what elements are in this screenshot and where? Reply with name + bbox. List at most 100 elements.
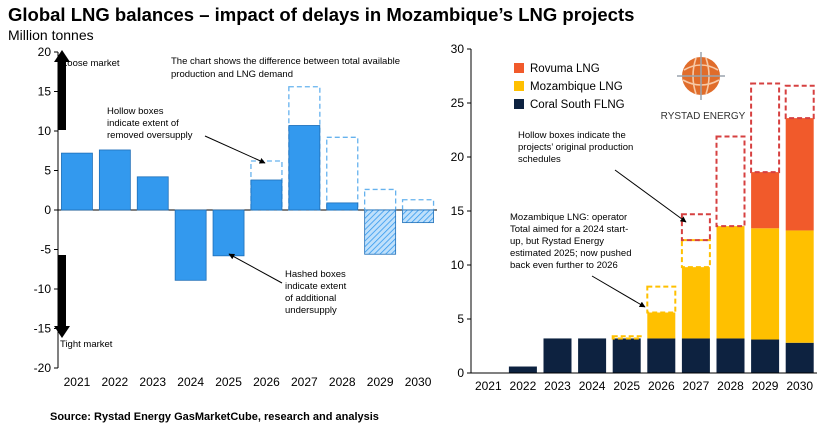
legend: Rovuma LNG Mozambique LNG Coral South FL… bbox=[514, 63, 625, 111]
left-y-tick-label: 15 bbox=[38, 85, 52, 99]
left-bar bbox=[98, 149, 131, 211]
legend-swatch-coral bbox=[514, 99, 524, 109]
left-bar bbox=[326, 202, 359, 211]
right-y-tick-label: 0 bbox=[457, 366, 464, 380]
moz-note-arrow bbox=[591, 275, 646, 308]
loose-arrow-head bbox=[54, 50, 70, 62]
moz-note-line: back even further to 2026 bbox=[510, 260, 618, 271]
right-bar-segment bbox=[508, 366, 537, 373]
right-x-tick-label: 2022 bbox=[510, 379, 537, 393]
hashed-note-line: of additional bbox=[285, 293, 336, 304]
schedule-note-line: schedules bbox=[518, 154, 561, 165]
unit-subtitle: Million tonnes bbox=[8, 27, 94, 43]
legend-label-coral: Coral South FLNG bbox=[530, 99, 625, 111]
left-hollow-box bbox=[326, 136, 359, 211]
right-x-tick-label: 2021 bbox=[475, 379, 502, 393]
right-bar-segment bbox=[785, 230, 814, 343]
right-original-schedule-box bbox=[646, 285, 677, 314]
legend-label-mozambique: Mozambique LNG bbox=[530, 81, 623, 93]
left-bars bbox=[61, 86, 435, 281]
right-bar-segment bbox=[751, 172, 780, 229]
right-x-tick-label: 2030 bbox=[786, 379, 813, 393]
left-bar bbox=[174, 209, 207, 281]
left-bar bbox=[61, 152, 93, 211]
right-bar-segment bbox=[647, 338, 676, 373]
left-x-tick-label: 2021 bbox=[64, 375, 91, 389]
mozambique-note: Mozambique LNG: operator Total aimed for… bbox=[510, 212, 634, 271]
left-x-tick-label: 2027 bbox=[291, 375, 318, 389]
left-x-tick-label: 2028 bbox=[329, 375, 356, 389]
left-bar bbox=[288, 125, 321, 211]
top-note-line: production and LNG demand bbox=[171, 69, 293, 80]
right-x-tick-label: 2029 bbox=[752, 379, 779, 393]
tight-market-label: Tight market bbox=[60, 339, 113, 350]
page-title: Global LNG balances – impact of delays i… bbox=[8, 4, 635, 25]
left-y-tick-label: -15 bbox=[34, 322, 52, 336]
right-original-schedule-box bbox=[680, 239, 711, 269]
tight-arrow-head bbox=[54, 326, 70, 338]
right-x-tick-label: 2028 bbox=[717, 379, 744, 393]
left-y-tick-label: -20 bbox=[34, 361, 52, 375]
right-bar-segment bbox=[751, 339, 780, 373]
hashed-note-arrow bbox=[228, 253, 283, 284]
right-y-tick-label: 30 bbox=[451, 42, 465, 56]
right-original-schedule-box bbox=[611, 335, 642, 340]
left-y-tick-label: 20 bbox=[38, 45, 52, 59]
right-bar-segment bbox=[785, 118, 814, 231]
right-bar-segment bbox=[681, 267, 710, 339]
hashed-note-line: undersupply bbox=[285, 305, 337, 316]
right-x-tick-label: 2027 bbox=[683, 379, 710, 393]
left-bar bbox=[364, 209, 397, 255]
moz-note-line: Total aimed for a 2024 start- bbox=[510, 224, 628, 235]
hashed-note-line: indicate extent bbox=[285, 281, 347, 292]
left-x-tick-label: 2025 bbox=[215, 375, 242, 389]
right-bar-segment bbox=[578, 338, 607, 373]
right-x-tick-label: 2026 bbox=[648, 379, 675, 393]
left-x-tick-label: 2022 bbox=[101, 375, 128, 389]
left-bar bbox=[136, 176, 169, 211]
right-original-schedule-boxes bbox=[611, 82, 815, 340]
right-bars bbox=[508, 118, 814, 373]
right-y-tick-label: 15 bbox=[451, 204, 465, 218]
right-bar-segment bbox=[543, 338, 572, 373]
moz-note-line: estimated 2025; now pushed bbox=[510, 248, 631, 259]
left-x-tick-label: 2024 bbox=[177, 375, 204, 389]
left-x-tick-label: 2026 bbox=[253, 375, 280, 389]
right-y-tick-label: 20 bbox=[451, 150, 465, 164]
left-y-tick-label: -5 bbox=[40, 243, 51, 257]
left-y-tick-label: 10 bbox=[38, 124, 52, 138]
right-bar-segment bbox=[647, 312, 676, 339]
schedule-note-arrow bbox=[614, 169, 687, 223]
moz-note-line: up, but Rystad Energy bbox=[510, 236, 604, 247]
right-y-tick-label: 5 bbox=[457, 312, 464, 326]
left-y-tick-label: -10 bbox=[34, 282, 52, 296]
hollow-note-line: Hollow boxes bbox=[107, 106, 164, 117]
left-x-tick-label: 2029 bbox=[367, 375, 394, 389]
hollow-boxes-note: Hollow boxes indicate extent of removed … bbox=[107, 106, 193, 141]
right-bar-segment bbox=[785, 342, 814, 373]
balance-chart: 20 15 10 5 0 -5 -10 -15 -20 2021 2022 2023 2024 2025… bbox=[34, 45, 437, 389]
legend-swatch-rovuma bbox=[514, 63, 524, 73]
source-note: Source: Rystad Energy GasMarketCube, res… bbox=[50, 411, 379, 423]
right-bar-segment bbox=[716, 338, 745, 373]
right-y-tick-label: 10 bbox=[451, 258, 465, 272]
legend-label-rovuma: Rovuma LNG bbox=[530, 63, 600, 75]
logo-text: RYSTAD ENERGY bbox=[661, 111, 746, 122]
hashed-boxes-note: Hashed boxes indicate extent of addition… bbox=[285, 269, 349, 316]
logo-cross-icon bbox=[677, 52, 725, 100]
right-bar-segment bbox=[681, 338, 710, 373]
legend-swatch-mozambique bbox=[514, 81, 524, 91]
hollow-note-arrow bbox=[204, 135, 266, 164]
right-x-tick-label: 2024 bbox=[579, 379, 606, 393]
left-hollow-box bbox=[363, 188, 397, 211]
rystad-logo: RYSTAD ENERGY bbox=[661, 52, 746, 122]
schedule-note-line: projects’ original production bbox=[518, 142, 633, 153]
original-schedule-note: Hollow boxes indicate the projects’ orig… bbox=[518, 130, 636, 165]
hashed-note-line: Hashed boxes bbox=[285, 269, 346, 280]
loose-market-label: Loose market bbox=[62, 58, 120, 69]
left-x-tick-labels: 2021 2022 2023 2024 2025 2026 2027 2028 2029 2030 bbox=[64, 375, 432, 389]
right-y-tick-label: 25 bbox=[451, 96, 465, 110]
right-bar-segment bbox=[716, 226, 745, 339]
